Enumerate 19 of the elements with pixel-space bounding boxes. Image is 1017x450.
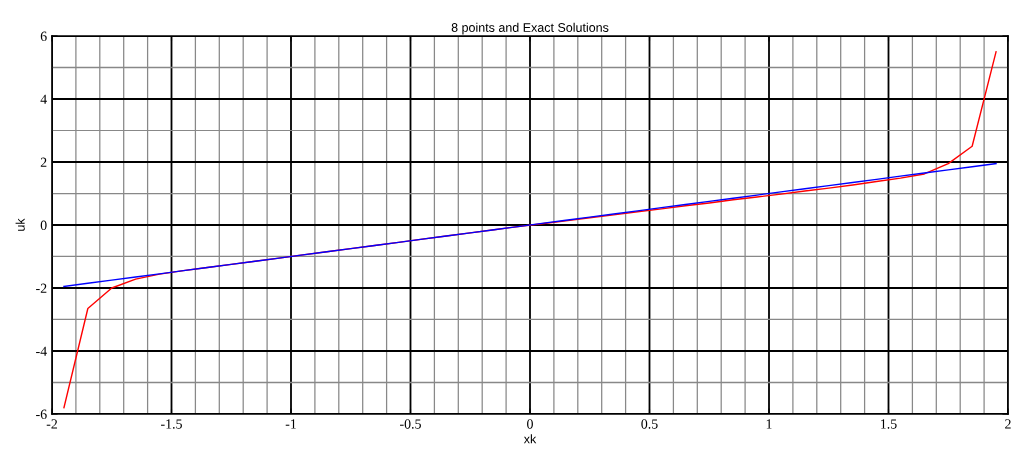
x-tick-label: 1.5 xyxy=(881,419,897,429)
y-tick-label: -6 xyxy=(36,409,47,419)
y-tick-label: -2 xyxy=(36,283,47,293)
y-tick-label: -4 xyxy=(36,346,47,356)
x-tick-label: -1.5 xyxy=(161,419,182,429)
x-tick-label: 1 xyxy=(766,419,772,429)
x-tick-label: 0 xyxy=(527,419,533,429)
y-tick-label: 2 xyxy=(40,157,47,167)
x-tick-label: 0.5 xyxy=(641,419,658,429)
line-series xyxy=(63,162,997,288)
y-tick-label: 4 xyxy=(40,94,47,104)
x-tick-label: -0.5 xyxy=(400,419,421,429)
chart-title: 8 points and Exact Solutions xyxy=(451,22,609,35)
x-axis-title: xk xyxy=(523,434,537,444)
y-tick-label: 6 xyxy=(40,31,47,41)
x-tick-label: 2 xyxy=(1005,419,1011,429)
x-tick-label: -1 xyxy=(285,419,296,429)
y-tick-label: 0 xyxy=(40,220,47,230)
y-axis-title: uk xyxy=(15,218,25,231)
